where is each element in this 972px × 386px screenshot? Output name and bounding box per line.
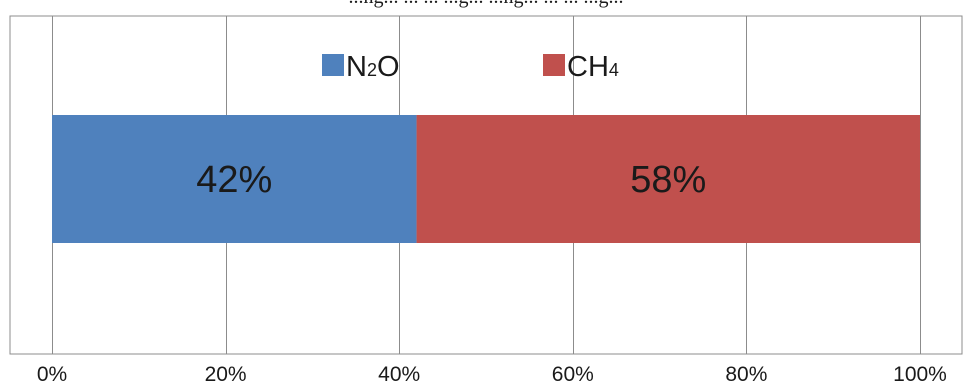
x-tick-label-60pct: 60%: [552, 363, 594, 386]
legend: N2O CH4: [322, 51, 619, 83]
legend-label-ch4: CH4: [567, 51, 619, 83]
x-tick-label-40pct: 40%: [378, 363, 420, 386]
cropped-caption-text: ...ng... ... ... ...g... ...ng... ... ..…: [349, 0, 624, 8]
bar-segment-ch4: [416, 115, 920, 243]
bar-segments: [52, 115, 920, 243]
x-axis-tick-labels: 0% 20% 40% 60% 80% 100%: [37, 363, 947, 386]
chart-border: [9, 15, 963, 355]
bar-segment-n2o: [52, 115, 417, 243]
x-tick-label-80pct: 80%: [725, 363, 767, 386]
data-labels: 42% 58%: [196, 159, 706, 201]
data-label-n2o: 42%: [196, 159, 272, 201]
legend-swatch-ch4: [543, 54, 565, 76]
legend-label-n2o: N2O: [346, 51, 400, 83]
x-tick-label-100pct: 100%: [893, 363, 947, 386]
data-label-ch4: 58%: [630, 159, 706, 201]
x-tick-label-20pct: 20%: [205, 363, 247, 386]
gridlines: [52, 16, 921, 354]
x-tick-label-0pct: 0%: [37, 363, 67, 386]
legend-swatch-n2o: [322, 54, 344, 76]
